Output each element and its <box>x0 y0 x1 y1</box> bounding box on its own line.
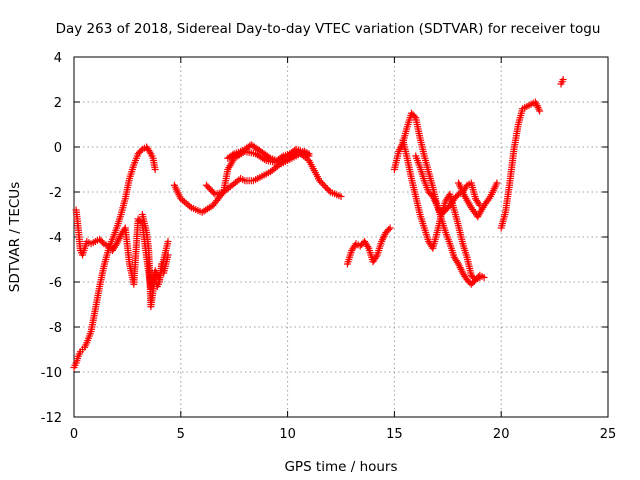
y-tick-label: -6 <box>49 276 62 291</box>
series-segment-12 <box>497 98 544 232</box>
data-point-interp <box>137 147 145 155</box>
data-point-interp <box>98 238 106 246</box>
grid <box>74 57 608 417</box>
data-point <box>164 238 172 245</box>
x-tick-label: 5 <box>177 427 185 442</box>
data-point-interp <box>322 183 330 191</box>
data-point-interp <box>146 148 154 156</box>
x-tick-label: 20 <box>493 427 510 442</box>
chart-title: Day 263 of 2018, Sidereal Day-to-day VTE… <box>56 21 601 37</box>
data-point-interp <box>475 200 483 208</box>
y-tick-label: -2 <box>49 186 62 201</box>
axis-ticks: 0 5 10 15 20 25 -12 -10 -8 -6 -4 -2 0 2 4 <box>41 51 617 442</box>
y-tick-label: -10 <box>41 366 62 381</box>
data-point <box>337 193 345 200</box>
data-point <box>480 274 488 281</box>
data-point-interp <box>229 151 237 159</box>
data-point <box>386 224 394 232</box>
y-tick-label: 0 <box>54 141 62 156</box>
y-tick-label: 2 <box>54 96 62 111</box>
data-point <box>151 166 159 173</box>
data-point-interp <box>319 180 327 188</box>
series-segment-10 <box>412 152 488 288</box>
y-tick-label: -12 <box>41 411 62 426</box>
data-point-interp <box>320 182 328 190</box>
data-marks <box>70 76 567 371</box>
data-point-interp <box>265 153 273 161</box>
series-segment-3 <box>138 211 172 311</box>
data-point-interp <box>453 192 461 200</box>
data-point-interp <box>323 185 331 193</box>
data-point <box>164 251 172 259</box>
data-point-interp <box>385 226 393 233</box>
data-point-interp <box>410 112 418 120</box>
y-tick-label: -8 <box>49 321 62 336</box>
data-point-interp <box>278 153 286 161</box>
data-point <box>305 152 313 160</box>
data-point-interp <box>303 151 311 159</box>
x-tick-label: 0 <box>70 427 78 442</box>
series-segment-4 <box>170 148 345 216</box>
y-tick-label: 4 <box>54 51 62 66</box>
series-segment-9 <box>399 136 484 284</box>
series-segment-11 <box>454 179 501 221</box>
data-point-interp <box>317 178 325 186</box>
x-axis-label: GPS time / hours <box>284 459 397 475</box>
data-point <box>316 177 324 185</box>
series-segment-13 <box>557 76 567 88</box>
data-point <box>493 179 501 187</box>
series-segment-6 <box>224 141 313 164</box>
series-segment-2 <box>72 206 172 293</box>
data-point <box>559 76 567 83</box>
data-point-interp <box>364 243 372 251</box>
y-axis-label: SDTVAR / TECUs <box>7 182 23 292</box>
y-tick-label: -4 <box>49 231 62 246</box>
data-point-interp <box>372 253 380 261</box>
data-point-interp <box>325 186 333 194</box>
series-segment-7 <box>343 224 394 268</box>
data-point <box>536 107 544 115</box>
series-segment-1 <box>70 143 159 371</box>
x-tick-label: 15 <box>386 427 403 442</box>
x-tick-label: 25 <box>600 427 617 442</box>
x-tick-label: 10 <box>279 427 296 442</box>
data-point-interp <box>273 162 281 170</box>
